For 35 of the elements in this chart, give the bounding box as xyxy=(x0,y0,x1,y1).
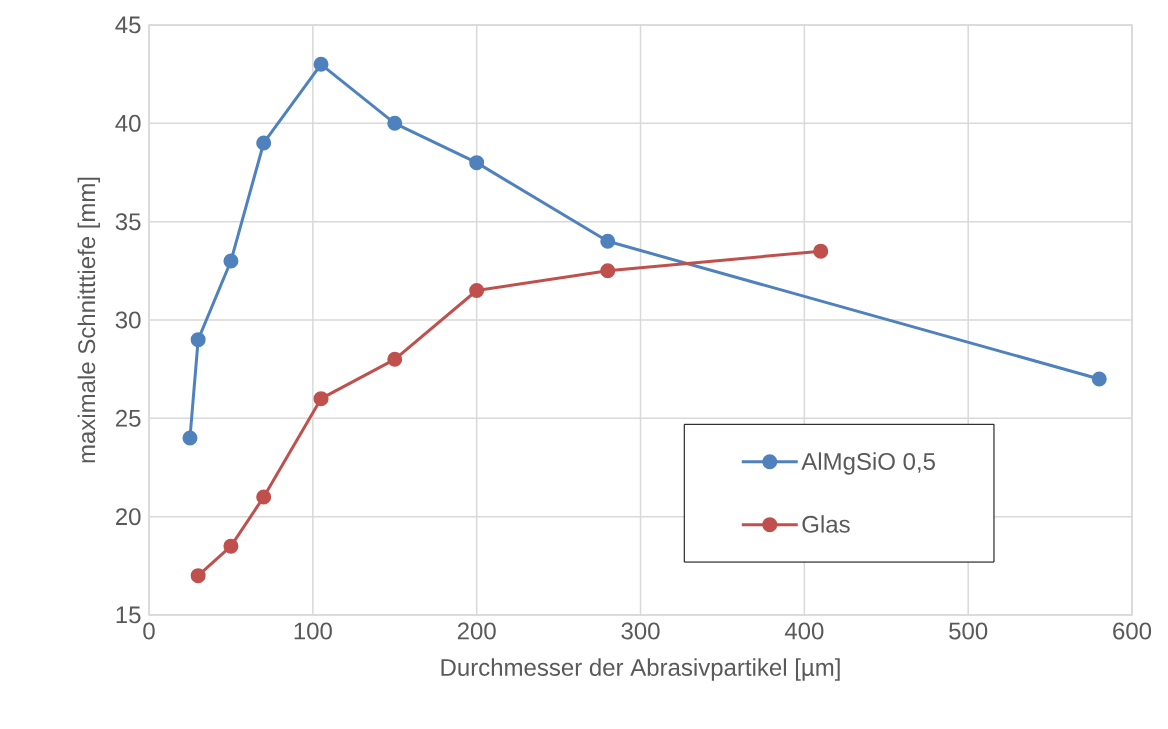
y-tick-label: 35 xyxy=(115,213,141,231)
y-tick-label: 30 xyxy=(115,311,141,329)
point xyxy=(387,115,403,131)
point xyxy=(223,253,239,269)
legend-label: AlMgSiO 0,5 xyxy=(801,452,935,475)
point xyxy=(256,135,272,151)
point xyxy=(469,282,485,298)
y-tick-label: 45 xyxy=(115,16,141,34)
x-tick-label: 100 xyxy=(294,622,332,640)
y-tick-label: 40 xyxy=(115,114,141,132)
point xyxy=(190,568,206,584)
x-tick-label: 600 xyxy=(1113,622,1152,640)
point xyxy=(223,538,239,554)
y-axis-title: maximale Schnitttiefe [mm] xyxy=(77,177,100,463)
point xyxy=(469,155,485,171)
x-tick-label: 300 xyxy=(621,622,660,640)
x-tick-label: 500 xyxy=(949,622,988,640)
y-tick-label: 25 xyxy=(116,409,141,427)
x-axis-title: Durchmesser der Abrasivpartikel [µm] xyxy=(441,658,840,681)
point xyxy=(182,430,198,446)
x-tick-label: 200 xyxy=(457,622,496,640)
point xyxy=(387,351,403,367)
legend-label: Glas xyxy=(802,515,850,533)
point xyxy=(313,391,329,407)
point xyxy=(313,56,329,72)
point xyxy=(600,263,616,279)
point xyxy=(1091,371,1107,387)
point xyxy=(813,243,829,259)
point xyxy=(600,233,616,249)
x-tick-label: 0 xyxy=(143,622,155,640)
x-tick-label: 400 xyxy=(784,622,824,640)
y-tick-label: 20 xyxy=(116,508,141,526)
point xyxy=(256,489,272,505)
y-tick-label: 15 xyxy=(116,606,141,624)
point xyxy=(190,332,206,348)
